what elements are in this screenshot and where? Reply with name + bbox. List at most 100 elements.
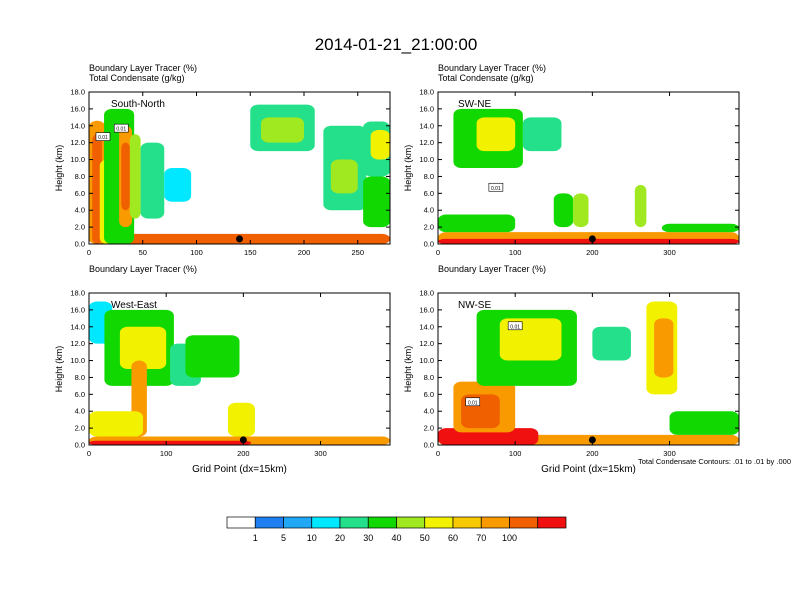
tracer-field — [89, 301, 390, 445]
contour-label-box — [113, 123, 129, 133]
tracer-cell — [438, 214, 516, 233]
panels: 0 50 100 150 200 250 0.0 2.0 4.0 6.0 8.0 10.0 12.0 14… — [54, 63, 740, 475]
legend-swatch — [452, 516, 482, 529]
y-tick-label: 10.0 — [70, 155, 85, 164]
tracer-cell — [661, 223, 739, 233]
x-tick-label: 50 — [139, 248, 147, 257]
legend-label: 30 — [363, 533, 373, 543]
y-tick-label: 6.0 — [424, 390, 434, 399]
subtitle-line1: Boundary Layer Tracer (%) — [438, 264, 546, 274]
legend-label: 1 — [253, 533, 258, 543]
y-axis-label: Height (km) — [403, 145, 413, 192]
y-tick-label: 12.0 — [70, 138, 85, 147]
location-marker — [236, 235, 243, 243]
y-tick-label: 8.0 — [75, 172, 85, 181]
tracer-cell — [634, 184, 647, 228]
tracer-cell — [89, 411, 144, 437]
contour-label-box — [465, 397, 481, 407]
x-tick-label: 200 — [586, 449, 599, 458]
panel-bottom-left: 0 100 200 300 0.0 2.0 4.0 6.0 8.0 10.0 12.0 14.0 16.… — [54, 264, 391, 475]
legend-swatch — [283, 516, 313, 529]
legend-label: 70 — [476, 533, 486, 543]
x-tick-label: 200 — [586, 248, 599, 257]
y-tick-label: 0.0 — [424, 441, 434, 450]
y-tick-label: 18.0 — [419, 88, 434, 97]
y-tick-label: 12.0 — [70, 339, 85, 348]
x-tick-label: 150 — [244, 248, 257, 257]
x-tick-label: 0 — [436, 248, 440, 257]
legend-swatch — [226, 516, 256, 529]
tracer-cell — [370, 130, 390, 160]
location-marker — [588, 436, 596, 444]
y-tick-label: 16.0 — [70, 305, 85, 314]
tracer-cell — [669, 411, 739, 435]
tracer-cell — [227, 402, 255, 437]
tracer-cell — [121, 142, 130, 211]
location-marker — [239, 436, 247, 444]
x-tick-label: 0 — [436, 449, 440, 458]
y-tick-label: 10.0 — [419, 155, 434, 164]
tracer-field — [438, 108, 739, 244]
contour-label: 0.01 — [468, 400, 478, 406]
tracer-cell — [592, 326, 631, 361]
y-tick-label: 10.0 — [70, 356, 85, 365]
x-tick-label: 100 — [509, 248, 522, 257]
location-marker — [588, 235, 596, 243]
x-tick-label: 300 — [314, 449, 327, 458]
contour-label-box — [95, 132, 111, 141]
y-tick-label: 4.0 — [75, 206, 85, 215]
y-tick-label: 0.0 — [424, 240, 434, 249]
y-axis-label: Height (km) — [403, 346, 413, 393]
panel-label: SW-NE — [458, 99, 491, 110]
y-tick-label: 6.0 — [424, 189, 434, 198]
plot-frame — [88, 91, 391, 245]
contour-note: Total Condensate Contours: .01 to .01 by… — [638, 457, 791, 466]
y-tick-label: 0.0 — [75, 240, 85, 249]
contour-label-box — [488, 182, 504, 192]
x-axis-label: Grid Point (dx=15km) — [541, 464, 636, 475]
legend-swatch — [339, 516, 369, 529]
tracer-cell — [522, 117, 562, 152]
tracer-cell — [476, 117, 516, 152]
panel-top-right: 0 100 200 300 0.0 2.0 4.0 6.0 8.0 10.0 12.0 14.0 16.… — [403, 63, 740, 257]
y-tick-label: 18.0 — [419, 289, 434, 298]
tracer-cell — [573, 193, 589, 228]
tracer-field — [438, 301, 739, 445]
x-tick-label: 100 — [509, 449, 522, 458]
y-tick-label: 10.0 — [419, 356, 434, 365]
x-tick-label: 0 — [87, 449, 91, 458]
legend-swatch — [367, 516, 397, 529]
tracer-cell — [140, 142, 165, 219]
y-tick-label: 14.0 — [419, 121, 434, 130]
plot-frame — [88, 292, 391, 446]
tracer-cell — [553, 193, 574, 228]
subtitle-line1: Boundary Layer Tracer (%) — [89, 264, 197, 274]
legend-swatch — [311, 516, 341, 529]
contour-label: 0.01 — [491, 186, 501, 192]
subtitle-line1: Boundary Layer Tracer (%) — [438, 63, 546, 73]
tracer-cell — [129, 134, 141, 219]
legend-label: 10 — [307, 533, 317, 543]
tracer-cell — [89, 440, 252, 445]
tracer-cell — [119, 326, 167, 369]
tracer-field — [89, 104, 390, 244]
y-tick-label: 8.0 — [75, 373, 85, 382]
plot-frame — [437, 91, 740, 245]
y-tick-label: 12.0 — [419, 339, 434, 348]
legend-swatch — [480, 516, 510, 529]
panel-top-left: 0 50 100 150 200 250 0.0 2.0 4.0 6.0 8.0 10.0 12.0 14… — [54, 63, 391, 257]
contour-label: 0.01 — [116, 127, 126, 133]
panel-label: South-North — [111, 99, 165, 110]
tracer-cell — [164, 168, 192, 202]
legend-label: 5 — [281, 533, 286, 543]
y-tick-label: 18.0 — [70, 289, 85, 298]
y-tick-label: 2.0 — [424, 223, 434, 232]
tracer-cell — [185, 335, 240, 378]
y-axis-label: Height (km) — [54, 346, 64, 393]
y-tick-label: 0.0 — [75, 441, 85, 450]
tracer-cell — [438, 428, 539, 445]
y-tick-label: 14.0 — [70, 322, 85, 331]
y-tick-label: 16.0 — [419, 104, 434, 113]
y-tick-label: 14.0 — [70, 121, 85, 130]
x-tick-label: 300 — [663, 449, 676, 458]
